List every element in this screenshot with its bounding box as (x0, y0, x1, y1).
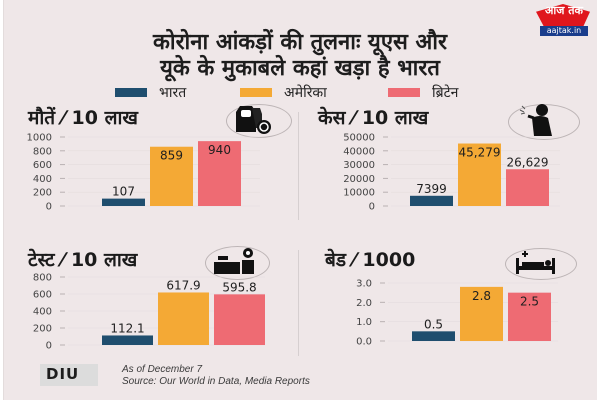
icon-ring (505, 248, 577, 280)
bar-value-label: 940 (208, 143, 231, 157)
panel-title-beds: बेड ⁄ 1000 (325, 249, 416, 271)
aajtak-logo-roof (536, 4, 590, 26)
divider-vertical-bottom (298, 250, 299, 356)
bar-value-label: 595.8 (222, 280, 256, 294)
chart-beds: 0.0 1.0 2.0 3.0 0.5 2.8 2.5 (356, 279, 558, 348)
y-tick-label: 200 (33, 324, 52, 335)
bar-value-label: 7399 (416, 182, 447, 196)
page-title-line-2: यूके के मुकाबले कहां खड़ा है भारत (160, 56, 440, 81)
bar-value-label: 859 (160, 149, 183, 163)
legend-item-uk: ब्रिटेन (388, 84, 459, 101)
bar-value-label: 2.5 (520, 295, 539, 309)
chart-deaths: 0 200 400 600 800 1000 107 859 940 (27, 133, 260, 213)
panel-title-tests: टेस्ट ⁄ 10 लाख (28, 249, 138, 271)
bar-value-label: 112.1 (110, 321, 144, 335)
y-tick-label: 20000 (343, 174, 375, 185)
panel-title-cases: केस ⁄ 10 लाख (318, 107, 429, 129)
panel-title-deaths: मौतें ⁄ 10 लाख (28, 107, 138, 129)
y-tick-label: 800 (33, 146, 52, 157)
bar-1 (460, 286, 503, 341)
legend-item-india: भारत (115, 84, 187, 101)
legend-swatch (240, 87, 272, 97)
legend-swatch (388, 87, 420, 97)
bar-value-label: 617.9 (166, 278, 200, 292)
bar-value-label: 45,279 (459, 146, 501, 160)
y-tick-label: 800 (33, 273, 52, 284)
bar-value-label: 2.8 (472, 289, 491, 303)
y-tick-label: 3.0 (356, 279, 372, 290)
bar-2 (198, 141, 241, 206)
y-tick-label: 600 (33, 290, 52, 301)
as-of-date: As of December 7 (122, 364, 203, 375)
y-tick-label: 400 (33, 307, 52, 318)
y-tick-label: 600 (33, 160, 52, 171)
y-tick-label: 30000 (343, 160, 375, 171)
bar-2 (508, 292, 551, 341)
legend-label: ब्रिटेन (432, 84, 459, 101)
y-tick-label: 0.0 (356, 337, 372, 348)
bar-0 (412, 331, 455, 341)
page-title-line-1: कोरोना आंकड़ों की तुलनाः यूएस और (152, 30, 448, 55)
bar-2 (506, 169, 549, 206)
y-tick-label: 0 (46, 202, 52, 213)
coffin-virus-icon (236, 106, 271, 134)
y-tick-label: 0 (369, 202, 375, 213)
divider-vertical-top (298, 112, 299, 220)
bar-0 (410, 195, 453, 206)
y-tick-label: 0 (46, 341, 52, 352)
bar-value-label: 26,629 (507, 155, 549, 169)
bar-0 (102, 198, 145, 206)
bar-1 (150, 146, 193, 206)
coughing-person-icon (519, 104, 552, 136)
y-tick-label: 50000 (343, 133, 375, 144)
bar-1 (458, 143, 501, 206)
legend-label: अमेरिका (284, 84, 327, 101)
icon-ring (205, 246, 270, 280)
legend-label: भारत (159, 84, 187, 101)
bar-value-label: 107 (112, 185, 135, 199)
y-tick-label: 1.0 (356, 317, 372, 328)
y-tick-label: 10000 (343, 188, 375, 199)
hospital-bed-icon (516, 251, 555, 274)
aajtak-logo: आज तक aajtak.in (532, 4, 594, 38)
bar-2 (214, 294, 265, 345)
aajtak-logo-url: aajtak.in (540, 26, 588, 36)
legend: भारत अमेरिका ब्रिटेन (0, 84, 600, 101)
bar-0 (102, 335, 153, 345)
y-tick-label: 1000 (27, 133, 52, 144)
bar-1 (158, 292, 209, 345)
lab-test-icon (214, 248, 254, 274)
bar-value-label: 0.5 (424, 317, 443, 331)
chart-tests: 0 200 400 600 800 112.1 617.9 595.8 (33, 273, 265, 352)
y-tick-label: 2.0 (356, 298, 372, 309)
icon-ring (226, 104, 292, 138)
diu-logo: DIU (40, 364, 98, 386)
legend-item-usa: अमेरिका (240, 84, 327, 101)
chart-cases: 0 10000 20000 30000 40000 50000 7399 45,279 26,6… (343, 133, 560, 213)
diu-logo-text: DIU (46, 365, 80, 383)
y-tick-label: 200 (33, 188, 52, 199)
aajtak-logo-text: आज तक (545, 4, 583, 17)
y-tick-label: 40000 (343, 146, 375, 157)
legend-swatch (115, 87, 147, 97)
y-tick-label: 400 (33, 174, 52, 185)
source-note: Source: Our World in Data, Media Reports (122, 376, 310, 387)
